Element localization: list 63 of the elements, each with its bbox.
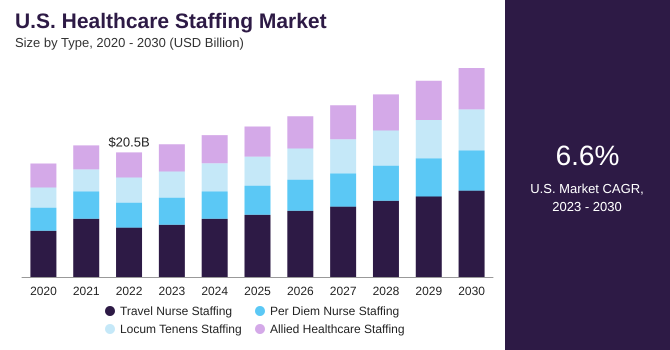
legend-label: Allied Healthcare Staffing bbox=[270, 322, 405, 336]
bar bbox=[158, 144, 185, 172]
bar bbox=[372, 130, 399, 166]
x-tick-label: 2021 bbox=[72, 284, 100, 298]
bar bbox=[202, 192, 228, 219]
bar bbox=[116, 152, 142, 178]
bar bbox=[73, 192, 100, 219]
x-tick-label: 2029 bbox=[415, 284, 442, 298]
side-panel: 6.6% U.S. Market CAGR, 2023 - 2030 bbox=[505, 0, 670, 350]
bar bbox=[287, 210, 314, 277]
bar bbox=[330, 173, 356, 207]
bar bbox=[458, 150, 485, 191]
x-tick-label: 2024 bbox=[201, 284, 228, 298]
bar bbox=[458, 109, 485, 151]
bar bbox=[158, 198, 185, 225]
x-tick-label: 2025 bbox=[244, 284, 272, 298]
bar bbox=[458, 68, 485, 110]
chart-subtitle: Size by Type, 2020 - 2030 (USD Billion) bbox=[15, 35, 244, 50]
x-tick-label: 2023 bbox=[158, 284, 186, 298]
bar bbox=[372, 166, 399, 201]
legend-label: Locum Tenens Staffing bbox=[120, 322, 242, 336]
bar bbox=[372, 200, 399, 277]
bar bbox=[330, 105, 356, 140]
bar bbox=[30, 188, 56, 208]
bar bbox=[116, 202, 142, 228]
bar bbox=[30, 230, 56, 277]
x-tick-label: 2030 bbox=[458, 284, 486, 298]
bar bbox=[202, 218, 228, 277]
legend-label: Travel Nurse Staffing bbox=[120, 304, 232, 318]
bar bbox=[116, 178, 142, 203]
bar bbox=[244, 214, 270, 277]
bar bbox=[202, 135, 228, 164]
bar bbox=[30, 164, 56, 188]
bar bbox=[202, 163, 228, 192]
bar bbox=[116, 228, 142, 277]
x-tick-label: 2020 bbox=[30, 284, 58, 298]
bar bbox=[416, 120, 442, 158]
x-tick-label: 2022 bbox=[116, 284, 143, 298]
bar bbox=[158, 224, 185, 277]
bar bbox=[330, 139, 356, 174]
bar bbox=[244, 156, 270, 186]
x-tick-label: 2028 bbox=[372, 284, 400, 298]
bar bbox=[372, 94, 399, 130]
chart-title: U.S. Healthcare Staffing Market bbox=[15, 10, 327, 33]
bar bbox=[30, 208, 56, 231]
bar bbox=[73, 218, 100, 277]
bar bbox=[244, 126, 270, 157]
annotation: $20.5B bbox=[108, 134, 150, 150]
bar bbox=[287, 180, 314, 211]
bar bbox=[158, 171, 185, 198]
bar bbox=[416, 158, 442, 197]
bar bbox=[416, 196, 442, 277]
bar bbox=[287, 148, 314, 180]
bar bbox=[244, 186, 270, 215]
bar bbox=[330, 206, 356, 277]
bar bbox=[287, 116, 314, 148]
x-tick-label: 2026 bbox=[286, 284, 314, 298]
x-tick-label: 2027 bbox=[330, 284, 357, 298]
bar bbox=[73, 169, 100, 192]
bar bbox=[416, 80, 442, 120]
bar bbox=[458, 190, 485, 277]
legend-label: Per Diem Nurse Staffing bbox=[270, 304, 400, 318]
bar bbox=[73, 145, 100, 170]
